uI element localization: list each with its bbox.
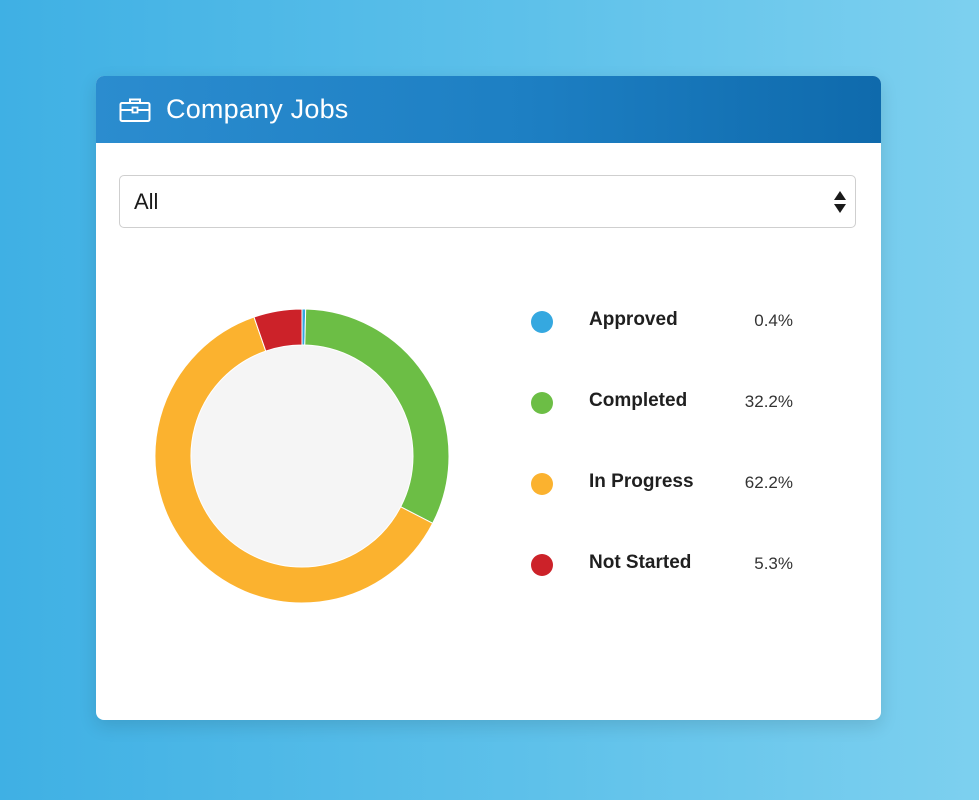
legend-item-completed[interactable]: Completed 32.2% bbox=[531, 382, 801, 463]
chart-legend: Approved 0.4% Completed 32.2% In Progress 62.… bbox=[531, 301, 801, 625]
donut-slice-not-started[interactable] bbox=[253, 308, 303, 352]
panel-title: Company Jobs bbox=[166, 94, 349, 124]
legend-item-in-progress[interactable]: In Progress 62.2% bbox=[531, 463, 801, 544]
legend-value-approved: 0.4% bbox=[754, 311, 793, 330]
legend-item-not-started[interactable]: Not Started 5.3% bbox=[531, 544, 801, 625]
status-filter-value: All bbox=[134, 188, 159, 214]
legend-dot-not-started bbox=[531, 554, 553, 576]
legend-label-approved: Approved bbox=[589, 309, 678, 330]
legend-dot-in-progress bbox=[531, 473, 553, 495]
legend-label-not-started: Not Started bbox=[589, 552, 692, 573]
panel-header: Company Jobs bbox=[96, 76, 881, 143]
donut-center bbox=[191, 345, 413, 567]
legend-dot-approved bbox=[531, 311, 553, 333]
sort-arrows-icon bbox=[833, 188, 847, 216]
jobs-status-donut-chart bbox=[154, 308, 450, 604]
status-filter-select[interactable]: All bbox=[119, 175, 856, 228]
donut-slice-in-progress[interactable] bbox=[154, 316, 434, 604]
legend-value-in-progress: 62.2% bbox=[744, 473, 793, 492]
briefcase-icon bbox=[118, 96, 152, 124]
legend-label-in-progress: In Progress bbox=[589, 471, 694, 492]
legend-label-completed: Completed bbox=[589, 390, 688, 411]
legend-value-not-started: 5.3% bbox=[754, 554, 793, 573]
legend-value-completed: 32.2% bbox=[744, 392, 793, 411]
legend-item-approved[interactable]: Approved 0.4% bbox=[531, 301, 801, 382]
legend-dot-completed bbox=[531, 392, 553, 414]
company-jobs-panel: Company Jobs All Approved 0.4% Completed 32… bbox=[96, 76, 881, 720]
